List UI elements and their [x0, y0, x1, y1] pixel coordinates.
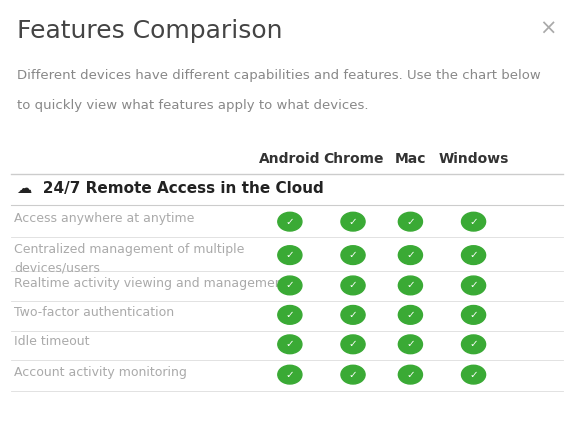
Text: ✓: ✓: [406, 250, 415, 260]
Circle shape: [341, 306, 365, 324]
Text: Mac: Mac: [395, 152, 426, 165]
Text: to quickly view what features apply to what devices.: to quickly view what features apply to w…: [17, 99, 369, 112]
Text: ✓: ✓: [469, 281, 478, 290]
Text: ✓: ✓: [406, 281, 415, 290]
Circle shape: [461, 335, 486, 354]
Circle shape: [398, 335, 422, 354]
Circle shape: [461, 212, 486, 231]
Text: Realtime activity viewing and management: Realtime activity viewing and management: [14, 277, 288, 289]
Circle shape: [278, 246, 302, 264]
Circle shape: [398, 306, 422, 324]
Text: ✓: ✓: [285, 217, 294, 227]
Circle shape: [341, 212, 365, 231]
Text: ✓: ✓: [285, 310, 294, 320]
Text: ✓: ✓: [469, 339, 478, 349]
Circle shape: [398, 276, 422, 295]
Text: ×: ×: [540, 19, 557, 39]
Text: ✓: ✓: [348, 217, 358, 227]
Circle shape: [278, 276, 302, 295]
Circle shape: [398, 365, 422, 384]
Text: Idle timeout: Idle timeout: [14, 335, 90, 348]
Text: ✓: ✓: [348, 339, 358, 349]
Text: ✓: ✓: [285, 370, 294, 380]
Text: Access anywhere at anytime: Access anywhere at anytime: [14, 212, 195, 225]
Text: ✓: ✓: [469, 310, 478, 320]
Text: ✓: ✓: [348, 250, 358, 260]
Text: ✓: ✓: [406, 370, 415, 380]
Circle shape: [461, 276, 486, 295]
Text: Features Comparison: Features Comparison: [17, 19, 283, 43]
Circle shape: [398, 246, 422, 264]
Circle shape: [398, 212, 422, 231]
Text: ✓: ✓: [406, 217, 415, 227]
Text: Android: Android: [259, 152, 321, 165]
Text: Two-factor authentication: Two-factor authentication: [14, 306, 174, 319]
Text: ✓: ✓: [348, 370, 358, 380]
Text: Centralized management of multiple
devices/users: Centralized management of multiple devic…: [14, 243, 245, 274]
Text: ✓: ✓: [406, 339, 415, 349]
Circle shape: [278, 335, 302, 354]
Text: Chrome: Chrome: [323, 152, 383, 165]
Circle shape: [278, 212, 302, 231]
Circle shape: [341, 365, 365, 384]
Circle shape: [341, 335, 365, 354]
Text: ✓: ✓: [406, 310, 415, 320]
Text: ✓: ✓: [469, 217, 478, 227]
Text: ☁  24/7 Remote Access in the Cloud: ☁ 24/7 Remote Access in the Cloud: [17, 181, 324, 196]
Text: Different devices have different capabilities and features. Use the chart below: Different devices have different capabil…: [17, 69, 541, 82]
Text: ✓: ✓: [285, 281, 294, 290]
Text: ✓: ✓: [285, 339, 294, 349]
Text: Windows: Windows: [439, 152, 509, 165]
Text: ✓: ✓: [348, 281, 358, 290]
Circle shape: [278, 365, 302, 384]
Circle shape: [461, 246, 486, 264]
Text: ✓: ✓: [348, 310, 358, 320]
Circle shape: [461, 365, 486, 384]
Text: Account activity monitoring: Account activity monitoring: [14, 366, 187, 379]
Text: ✓: ✓: [469, 250, 478, 260]
Text: ✓: ✓: [285, 250, 294, 260]
Circle shape: [278, 306, 302, 324]
Circle shape: [341, 276, 365, 295]
Circle shape: [461, 306, 486, 324]
Text: ✓: ✓: [469, 370, 478, 380]
Circle shape: [341, 246, 365, 264]
